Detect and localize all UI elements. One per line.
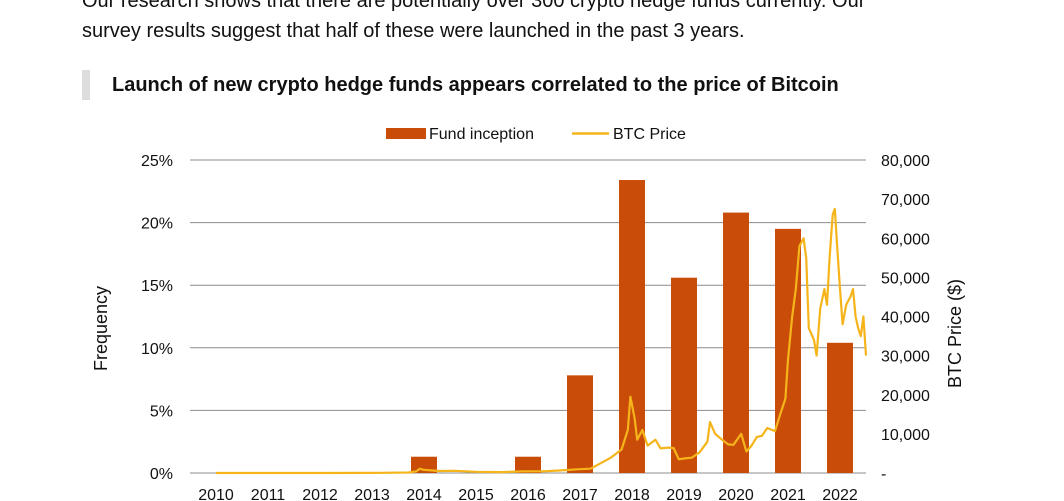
y-tick-label: 5% [150, 403, 173, 420]
x-tick-label: 2010 [198, 487, 234, 501]
x-tick-label: 2011 [251, 487, 286, 501]
bar [827, 342, 853, 473]
y-tick-label: 20% [141, 216, 173, 233]
bar [567, 375, 593, 473]
y2-tick-label: 60,000 [881, 231, 930, 248]
bar [723, 212, 749, 474]
intro-line: Our research shows that there are potent… [82, 0, 866, 12]
y2-tick-label: 80,000 [881, 153, 930, 170]
x-tick-label: 2021 [770, 487, 806, 501]
x-tick-label: 2012 [302, 487, 338, 501]
x-tick-label: 2022 [822, 487, 858, 501]
y-axis-title: Frequency [91, 286, 111, 371]
x-tick-label: 2014 [406, 487, 442, 501]
y2-tick-label: 20,000 [881, 388, 930, 405]
y-tick-label: 10% [141, 341, 173, 358]
series-line [216, 207, 868, 475]
x-tick-label: 2018 [614, 487, 650, 501]
bar [515, 456, 541, 473]
y2-tick-label: 40,000 [881, 310, 930, 327]
y2-tick-label: 10,000 [881, 427, 930, 444]
legend-label: BTC Price [613, 126, 686, 143]
bar [671, 277, 697, 473]
bar [411, 456, 437, 473]
x-tick-label: 2015 [458, 487, 494, 501]
x-tick-label: 2016 [510, 487, 546, 501]
bar [619, 180, 645, 474]
y2-tick-label: 30,000 [881, 349, 930, 366]
x-tick-label: 2013 [354, 487, 390, 501]
chart-heading: Launch of new crypto hedge funds appears… [112, 74, 839, 96]
y2-tick-label: 70,000 [881, 192, 930, 209]
x-tick-label: 2020 [718, 487, 754, 501]
y-tick-label: 0% [150, 466, 173, 483]
intro-line: survey results suggest that half of thes… [82, 20, 745, 42]
x-tick-label: 2019 [666, 487, 702, 501]
y2-tick-label: 50,000 [881, 270, 930, 287]
y-tick-label: 15% [141, 278, 173, 295]
combo-chart: 0% 5% 10% 15% 20% 25% - 10,000 20,000 30,000 40,00… [91, 126, 965, 501]
y2-axis-title: BTC Price ($) [945, 279, 965, 388]
y2-tick-label: - [881, 466, 886, 483]
intro-paragraph: Our research shows that there are potent… [82, 0, 1042, 46]
y-tick-label: 25% [141, 153, 173, 170]
x-tick-label: 2017 [562, 487, 598, 501]
legend-swatch-bar [386, 128, 426, 139]
heading-accent-bar [82, 70, 90, 100]
legend-label: Fund inception [429, 126, 534, 143]
